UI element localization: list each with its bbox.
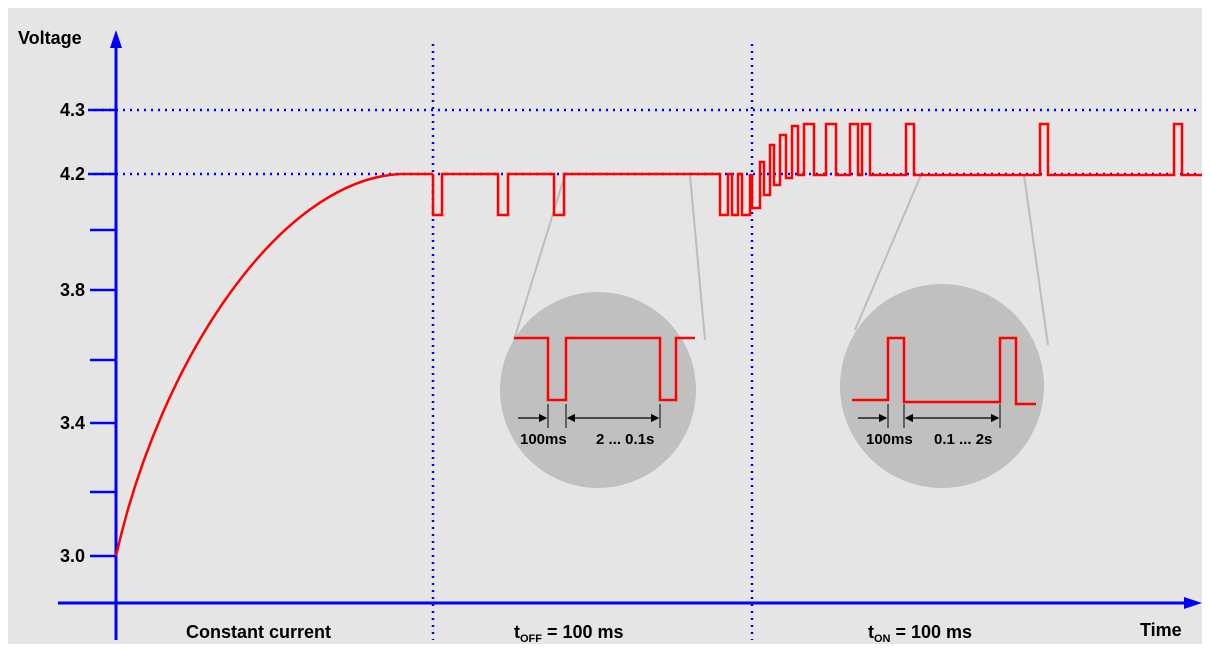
x-axis-label: Time — [1140, 620, 1182, 640]
y-tick-label-3-4: 3.4 — [60, 413, 85, 433]
ton-signal — [750, 122, 1202, 210]
zoom-circle-off — [500, 292, 696, 488]
zoom-connectors — [513, 174, 1049, 346]
zoom-on-pulse-label: 100ms — [866, 431, 913, 448]
zoom-off-gap-label: 2 ... 0.1s — [596, 431, 654, 448]
toff-signal — [431, 172, 752, 217]
y-tick-label-3-8: 3.8 — [60, 280, 85, 300]
phase-label-ton: tON = 100 ms — [868, 622, 972, 645]
charging-curve — [114, 172, 433, 557]
y-axis — [110, 30, 122, 640]
zoom-off-pulse-label: 100ms — [520, 431, 567, 448]
y-tick-label-4-2: 4.2 — [60, 164, 85, 184]
zoom-on-content: 100ms 0.1 ... 2s — [852, 336, 1036, 448]
y-axis-label: Voltage — [18, 28, 82, 48]
zoom-off-content: 100ms 2 ... 0.1s — [514, 336, 695, 448]
zoom-on-gap-label: 0.1 ... 2s — [934, 431, 992, 448]
y-axis-ticks — [90, 108, 116, 558]
y-tick-label-3-0: 3.0 — [60, 546, 85, 566]
y-tick-label-4-3: 4.3 — [60, 100, 85, 120]
phase-label-toff: tOFF = 100 ms — [514, 622, 624, 645]
x-axis — [58, 597, 1202, 609]
phase-label-constant-current: Constant current — [186, 622, 331, 642]
zoom-circle-on — [840, 284, 1044, 488]
